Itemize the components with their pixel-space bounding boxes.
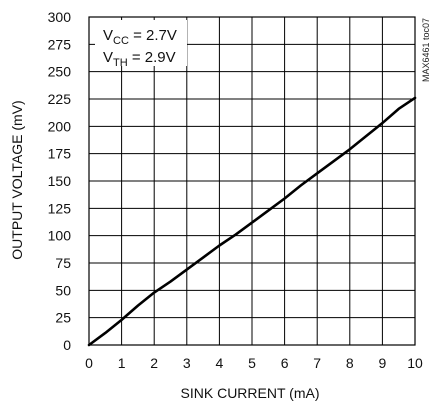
y-tick-label: 125 [48,200,72,216]
x-tick-label: 5 [248,355,256,371]
x-tick-label: 0 [85,355,93,371]
y-tick-label: 200 [48,118,72,134]
series-point [169,280,172,283]
part-number: MAX6461 toc07 [421,18,431,82]
series-point [414,97,416,99]
series-point [349,148,351,151]
x-tick-label: 6 [281,355,289,371]
conditions-box-bg [95,20,187,66]
series-point [332,160,335,163]
x-tick-label: 3 [183,355,191,371]
y-tick-label: 275 [48,36,72,52]
x-tick-label: 8 [346,355,354,371]
series-point [234,233,237,236]
y-tick-labels: 0 25 50 75 100 125 150 175 200 225 250 275 300 [48,9,72,353]
vth-condition: VTH = 2.9V [103,49,176,69]
y-tick-label: 150 [48,173,72,189]
x-axis-title: SINK CURRENT (mA) [181,385,320,401]
series-point [120,319,123,321]
y-tick-label: 225 [48,91,72,107]
series-point [267,209,270,212]
series-point [316,172,319,175]
y-tick-label: 250 [48,64,72,80]
conditions-box: VCC = 2.7V VTH = 2.9V [95,20,187,69]
series-points [88,97,416,346]
series-point [218,244,221,247]
x-tick-label: 7 [313,355,321,371]
y-tick-label: 100 [48,228,72,244]
series-point [283,197,286,200]
series-point [153,291,155,294]
series-point [251,221,253,224]
series-point [202,256,204,259]
y-tick-label: 25 [55,310,71,326]
series-point [397,108,400,110]
grid [88,16,416,346]
y-tick-label: 0 [63,337,71,353]
x-tick-label: 2 [150,355,158,371]
series-point [88,344,90,346]
x-tick-label: 1 [118,355,126,371]
x-tick-label: 4 [216,355,224,371]
series-point [186,268,188,271]
y-tick-label: 175 [48,146,72,162]
y-tick-label: 50 [55,282,71,298]
x-tick-label: 9 [379,355,387,371]
part-number-bg [421,18,432,82]
y-tick-label: 75 [55,255,71,271]
series-point [137,304,139,307]
x-tick-label: 10 [407,355,423,371]
series-point [300,184,302,187]
vcc-condition: VCC = 2.7V [103,27,177,47]
series-point [381,122,384,124]
plot-frame [88,16,416,346]
series-point [104,332,107,334]
y-tick-label: 300 [48,9,72,25]
y-axis-title: OUTPUT VOLTAGE (mV) [9,100,25,259]
series-point [365,135,367,137]
x-tick-labels: 0 1 2 3 4 5 6 7 8 9 10 [85,355,423,371]
